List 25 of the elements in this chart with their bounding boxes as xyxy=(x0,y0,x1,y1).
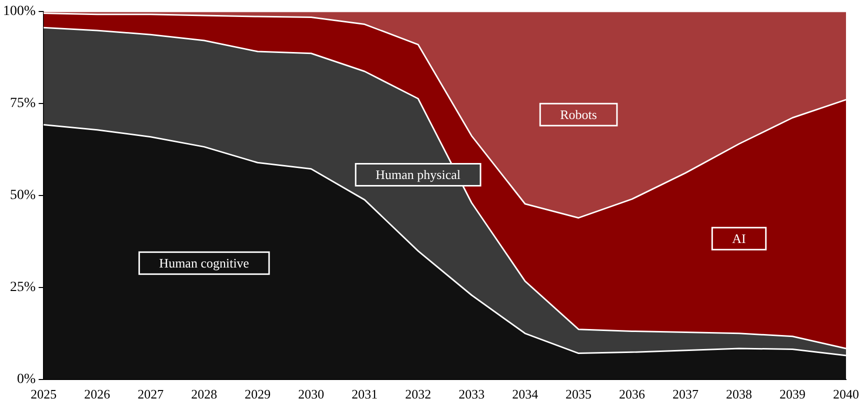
x-tick-label: 2036 xyxy=(619,386,646,402)
x-tick-label: 2034 xyxy=(512,386,539,402)
x-tick-label: 2031 xyxy=(352,386,378,402)
x-tick-label: 2035 xyxy=(566,386,592,402)
y-tick-label: 25% xyxy=(10,280,36,296)
series-label: Human cognitive xyxy=(159,256,250,271)
x-tick-label: 2028 xyxy=(191,386,218,402)
x-tick-label: 2040 xyxy=(833,386,859,402)
x-tick-label: 2026 xyxy=(84,386,111,402)
x-tick-label: 2037 xyxy=(672,386,700,402)
x-tick-label: 2027 xyxy=(138,386,164,402)
y-tick-label: 75% xyxy=(10,96,36,112)
series-label: AI xyxy=(732,231,746,246)
x-tick-label: 2029 xyxy=(244,386,271,402)
series-label: Robots xyxy=(560,107,597,122)
y-tick-label: 50% xyxy=(10,188,36,204)
x-tick-label: 2033 xyxy=(458,386,485,402)
x-tick-label: 2025 xyxy=(30,386,57,402)
x-tick-label: 2039 xyxy=(780,386,806,402)
x-tick-label: 2032 xyxy=(405,386,432,402)
y-tick-label: 100% xyxy=(2,4,36,20)
x-tick-label: 2038 xyxy=(726,386,752,402)
y-tick-label: 0% xyxy=(16,372,36,388)
x-tick-label: 2030 xyxy=(298,386,324,402)
series-label: Human physical xyxy=(376,167,461,182)
